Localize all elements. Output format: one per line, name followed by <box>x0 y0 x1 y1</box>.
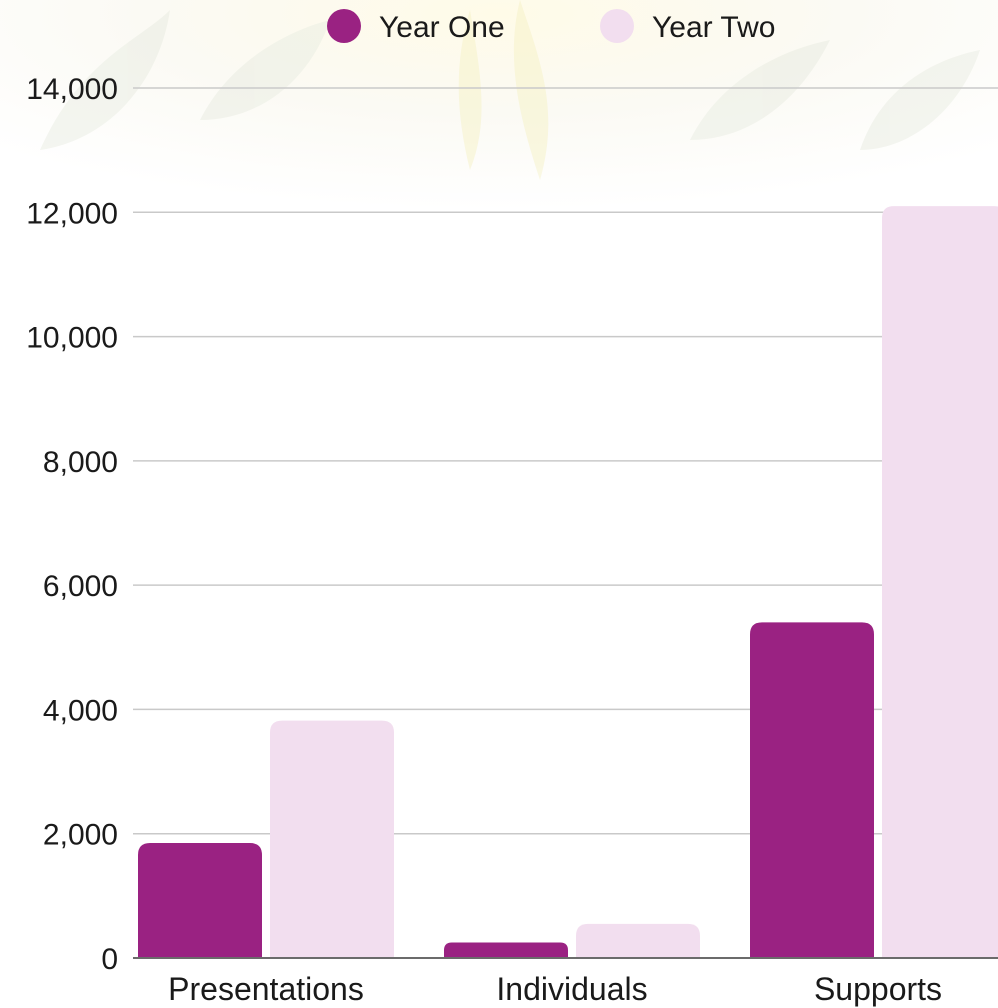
x-category-label: Presentations <box>168 971 364 1007</box>
legend-label: Year One <box>379 11 505 44</box>
y-axis-tick-labels: 0 2,000 4,000 6,000 8,000 10,000 12,000 14,000 <box>26 73 118 976</box>
bar-presentations-year-two <box>270 720 394 958</box>
y-tick-label: 6,000 <box>43 570 118 603</box>
y-tick-label: 8,000 <box>43 446 118 479</box>
y-tick-label: 10,000 <box>26 322 118 355</box>
x-axis-category-labels: Presentations Individuals Supports <box>168 971 942 1007</box>
y-tick-label: 2,000 <box>43 819 118 852</box>
bar-individuals-year-two <box>576 923 700 958</box>
y-tick-label: 0 <box>101 943 118 976</box>
bars <box>133 206 998 959</box>
legend-label: Year Two <box>652 11 775 44</box>
bar-individuals-year-one <box>444 942 568 958</box>
legend-item-year-two[interactable]: Year Two <box>600 9 775 44</box>
y-tick-label: 4,000 <box>43 694 118 727</box>
bar-presentations-year-one <box>138 843 262 958</box>
legend-swatch <box>327 9 361 43</box>
background-decoration <box>0 0 998 290</box>
legend-swatch <box>600 9 634 43</box>
legend-item-year-one[interactable]: Year One <box>327 9 505 44</box>
bar-supports-year-one <box>750 622 874 958</box>
legend: Year One Year Two <box>327 9 775 44</box>
bar-supports-year-two <box>882 206 998 958</box>
x-category-label: Supports <box>814 971 942 1007</box>
x-category-label: Individuals <box>496 971 647 1007</box>
y-tick-label: 12,000 <box>26 197 118 230</box>
y-tick-label: 14,000 <box>26 73 118 106</box>
